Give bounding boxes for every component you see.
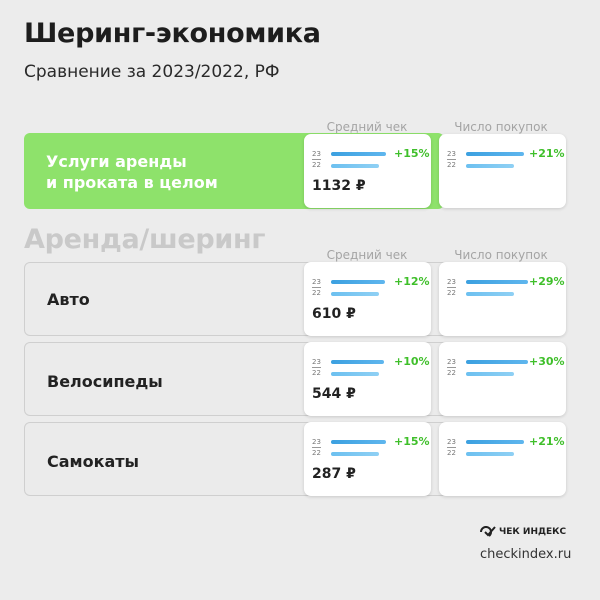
avg-check-value: 1132 ₽ bbox=[312, 178, 366, 194]
avg-check-card: 23 22 +12% 610 ₽ bbox=[304, 262, 431, 336]
check-logo-icon bbox=[480, 526, 496, 537]
column-header-avg-check-2: Средний чек bbox=[326, 248, 408, 262]
bar-2023 bbox=[466, 152, 524, 156]
year-current: 23 bbox=[312, 438, 321, 446]
row-label: Авто bbox=[47, 290, 90, 309]
bar-2022 bbox=[466, 164, 514, 168]
year-current: 23 bbox=[447, 150, 456, 158]
bar-2022 bbox=[331, 452, 379, 456]
purchases-card: 23 22 +29% bbox=[439, 262, 566, 336]
growth-percent: +15% bbox=[394, 435, 430, 448]
bar-2023 bbox=[331, 280, 385, 284]
row-label: Самокаты bbox=[47, 452, 140, 471]
year-current: 23 bbox=[312, 278, 321, 286]
bar-2023 bbox=[331, 360, 384, 364]
growth-percent: +12% bbox=[394, 275, 430, 288]
year-previous: 22 bbox=[312, 367, 321, 377]
avg-check-value: 610 ₽ bbox=[312, 306, 356, 322]
row-label: Велосипеды bbox=[47, 372, 163, 391]
growth-percent: +15% bbox=[394, 147, 430, 160]
site-url: checkindex.ru bbox=[480, 547, 572, 562]
purchases-card: 23 22 +21% bbox=[439, 134, 566, 208]
growth-percent: +21% bbox=[529, 435, 565, 448]
year-current: 23 bbox=[447, 438, 456, 446]
growth-percent: +21% bbox=[529, 147, 565, 160]
bar-2023 bbox=[331, 152, 386, 156]
avg-check-value: 544 ₽ bbox=[312, 386, 356, 402]
year-current: 23 bbox=[312, 358, 321, 366]
growth-percent: +29% bbox=[529, 275, 565, 288]
page-subtitle: Сравнение за 2023/2022, РФ bbox=[24, 62, 280, 82]
avg-check-card: 23 22 +10% 544 ₽ bbox=[304, 342, 431, 416]
year-current: 23 bbox=[312, 150, 321, 158]
avg-check-card: 23 22 +15% 287 ₽ bbox=[304, 422, 431, 496]
bar-2023 bbox=[466, 280, 528, 284]
brand-logo: ЧЕК ИНДЕКС bbox=[480, 526, 566, 538]
year-previous: 22 bbox=[447, 367, 456, 377]
brand-name: ЧЕК ИНДЕКС bbox=[499, 527, 567, 537]
growth-percent: +10% bbox=[394, 355, 430, 368]
year-current: 23 bbox=[447, 278, 456, 286]
year-previous: 22 bbox=[447, 159, 456, 169]
year-previous: 22 bbox=[312, 287, 321, 297]
avg-check-card: 23 22 +15% 1132 ₽ bbox=[304, 134, 431, 208]
avg-check-value: 287 ₽ bbox=[312, 466, 356, 482]
bar-2022 bbox=[466, 372, 514, 376]
year-previous: 22 bbox=[447, 447, 456, 457]
bar-2023 bbox=[331, 440, 386, 444]
bar-2023 bbox=[466, 360, 528, 364]
column-header-avg-check: Средний чек bbox=[326, 120, 408, 134]
bar-2022 bbox=[331, 292, 379, 296]
year-previous: 22 bbox=[312, 447, 321, 457]
growth-percent: +30% bbox=[529, 355, 565, 368]
page-title: Шеринг-экономика bbox=[24, 18, 321, 49]
purchases-card: 23 22 +21% bbox=[439, 422, 566, 496]
bar-2023 bbox=[466, 440, 524, 444]
bar-2022 bbox=[331, 372, 379, 376]
bar-2022 bbox=[466, 452, 514, 456]
column-header-purchases: Число покупок bbox=[454, 120, 548, 134]
bar-2022 bbox=[331, 164, 379, 168]
purchases-card: 23 22 +30% bbox=[439, 342, 566, 416]
year-current: 23 bbox=[447, 358, 456, 366]
year-previous: 22 bbox=[447, 287, 456, 297]
bar-2022 bbox=[466, 292, 514, 296]
column-header-purchases-2: Число покупок bbox=[454, 248, 548, 262]
section-title: Аренда/шеринг bbox=[24, 224, 266, 255]
row-label: Услуги аренды и проката в целом bbox=[46, 152, 218, 192]
year-previous: 22 bbox=[312, 159, 321, 169]
